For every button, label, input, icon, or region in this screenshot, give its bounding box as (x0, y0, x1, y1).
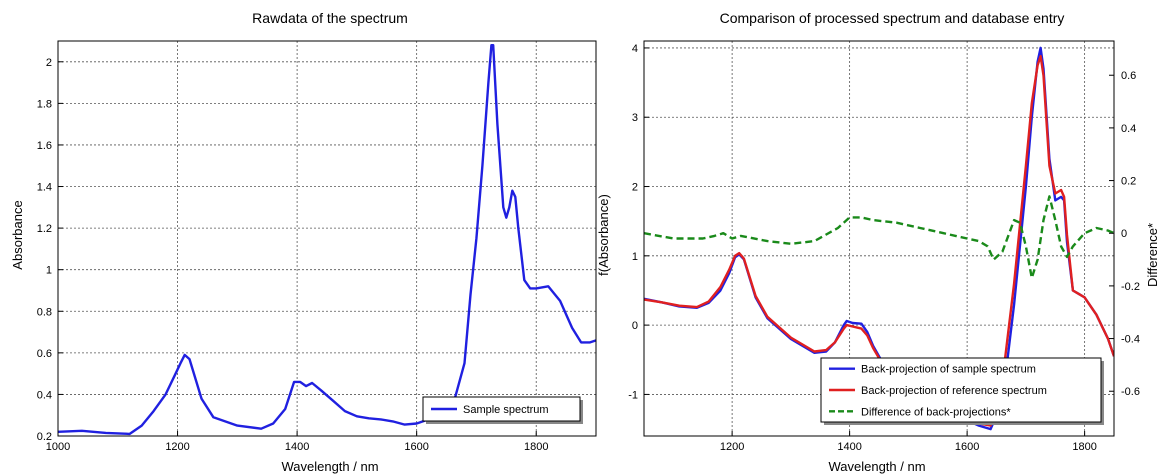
y-tick-label: 0 (632, 320, 638, 332)
y-tick-label: 1 (46, 265, 52, 277)
y-tick-label: 1.4 (37, 182, 52, 194)
y2-tick-label: 0.2 (1121, 176, 1136, 188)
series-line-2 (644, 195, 1114, 280)
legend-box (820, 357, 1102, 423)
y-tick-label: 0.2 (37, 431, 52, 443)
plot-frame (57, 40, 597, 437)
x-axis-label: Wavelength / nm (281, 459, 378, 474)
x-tick-label: 1200 (720, 441, 744, 453)
y2-tick-label: -0.6 (1121, 386, 1140, 398)
y-axis-label: Absorbance (10, 200, 25, 269)
x-tick-label: 1800 (524, 441, 548, 453)
legend-label: Sample spectrum (463, 404, 549, 416)
y-tick-label: 0.6 (37, 348, 52, 360)
y-tick-label: 1.6 (37, 140, 52, 152)
x-tick-label: 1800 (1072, 441, 1096, 453)
chart-title: Comparison of processed spectrum and dat… (720, 10, 1065, 26)
plot-area: 1000 1200 1400 1600 1800 0.2 0.4 0.6 0.8 1 1.2 1.4 1… (37, 40, 597, 453)
y-tick-label: 4 (632, 43, 638, 55)
x-tick-label: 1200 (165, 441, 189, 453)
plot-background (58, 41, 596, 436)
x-tick-label: 1400 (837, 441, 861, 453)
y-tick-label: 0.8 (37, 306, 52, 318)
y2-tick-label: -0.4 (1121, 334, 1140, 346)
y-tick-label: 1.2 (37, 223, 52, 235)
x-tick-label: 1000 (46, 441, 70, 453)
plot-frame (643, 40, 1115, 437)
y2-tick-label: 0.6 (1121, 70, 1136, 82)
y-tick-label: 2 (46, 57, 52, 69)
y-tick-label: -1 (628, 389, 638, 401)
x-axis-label: Wavelength / nm (828, 459, 925, 474)
y-axis-label: f(Absorbance) (596, 194, 611, 276)
y-tick-label: 0.4 (37, 389, 52, 401)
panel-comparison: Comparison of processed spectrum and dat… (596, 10, 1160, 474)
y-tick-label: 1.8 (37, 98, 52, 110)
legend-label: Back-projection of reference spectrum (861, 385, 1047, 397)
legend: Back-projection of sample spectrum Back-p… (820, 357, 1104, 425)
x-tick-label: 1400 (285, 441, 309, 453)
chart-title: Rawdata of the spectrum (252, 10, 408, 26)
x-tick-label: 1600 (955, 441, 979, 453)
legend-label: Back-projection of sample spectrum (861, 364, 1036, 376)
legend: Sample spectrum (422, 396, 583, 424)
y2-tick-label: 0.4 (1121, 123, 1136, 135)
plot-area: 1200 1400 1600 1800 -1 0 1 2 3 4 -0.6 -0.4 -0.2 0 0.2 0… (628, 40, 1140, 453)
y-tick-label: 3 (632, 112, 638, 124)
series-line-0 (58, 44, 596, 436)
y-tick-label: 1 (632, 251, 638, 263)
y2-axis-label: Difference* (1145, 223, 1160, 287)
y2-tick-label: 0 (1121, 228, 1127, 240)
x-tick-label: 1600 (404, 441, 428, 453)
panel-raw-spectrum: Rawdata of the spectrum Wavelength / nm … (10, 10, 597, 474)
y2-tick-label: -0.2 (1121, 281, 1140, 293)
y-tick-label: 2 (632, 182, 638, 194)
legend-label: Difference of back-projections* (861, 406, 1011, 418)
